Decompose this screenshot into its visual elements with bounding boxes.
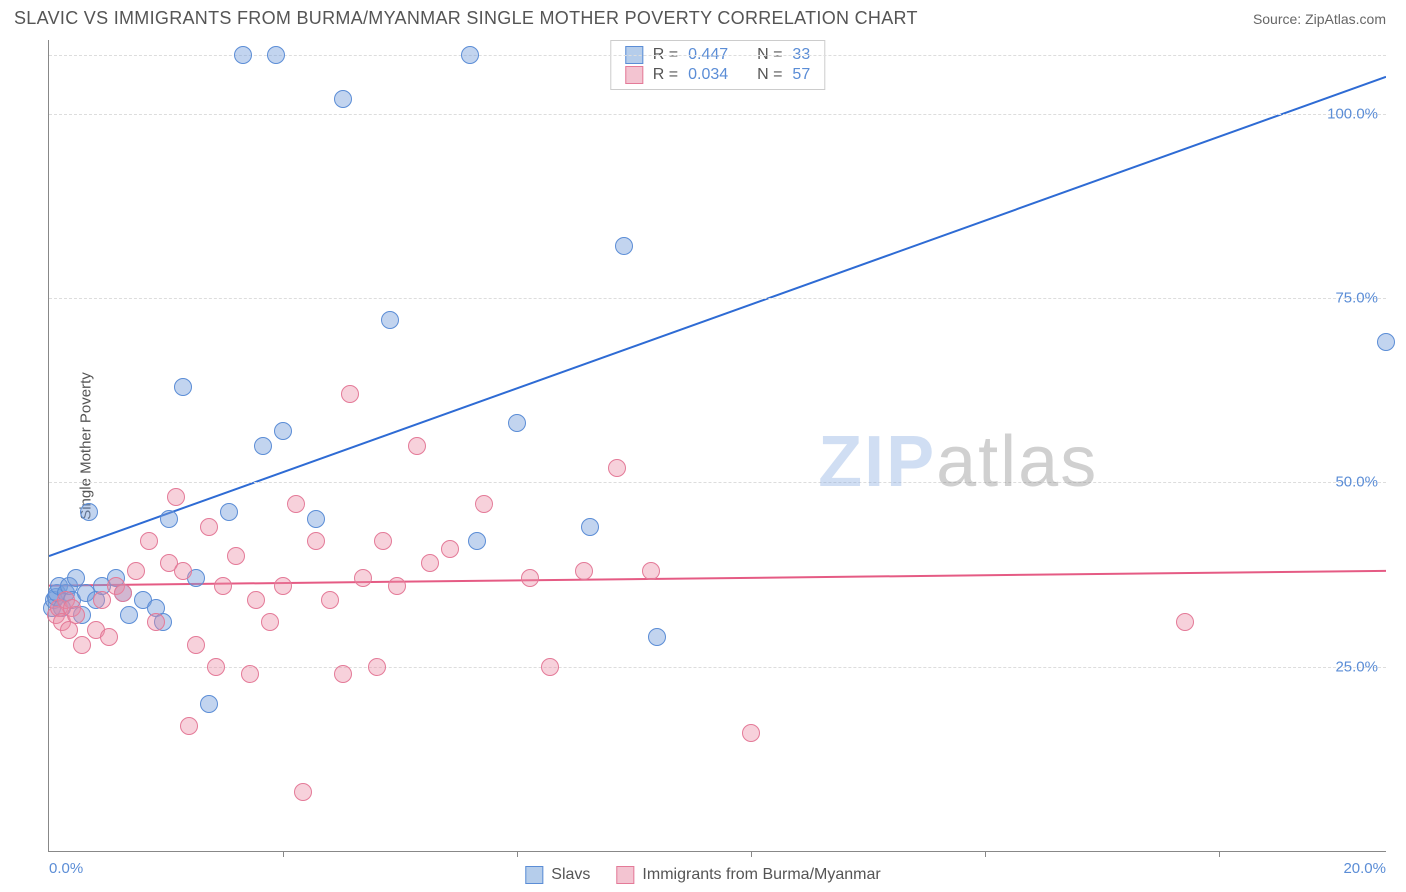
data-point [214,577,232,595]
data-point [100,628,118,646]
x-tick-label: 20.0% [1343,860,1386,877]
data-point [227,547,245,565]
data-point [140,532,158,550]
data-point [341,385,359,403]
data-point [93,591,111,609]
gridline [49,298,1386,299]
data-point [541,658,559,676]
chart-plot-area: R =0.447 N =33R =0.034 N =57 25.0% 50.0% 7… [48,40,1386,852]
data-point [120,606,138,624]
data-point [388,577,406,595]
data-point [220,503,238,521]
data-point [581,518,599,536]
data-point [180,717,198,735]
data-point [508,414,526,432]
watermark: ZIPatlas [818,421,1098,503]
n-value: 57 [792,66,810,84]
data-point [147,613,165,631]
legend-label: Immigrants from Burma/Myanmar [642,866,880,884]
data-point [274,422,292,440]
data-point [334,90,352,108]
data-point [267,46,285,64]
data-point [441,540,459,558]
data-point [200,518,218,536]
data-point [114,584,132,602]
x-tick-mark [517,851,518,857]
trend-line [49,571,1386,586]
x-tick-mark [283,851,284,857]
data-point [1377,333,1395,351]
x-tick-label: 0.0% [49,860,83,877]
data-point [254,437,272,455]
y-tick-label: 25.0% [1335,658,1378,675]
r-value: 0.034 [688,66,728,84]
data-point [381,311,399,329]
data-point [174,378,192,396]
legend-swatch [625,66,643,84]
gridline [49,114,1386,115]
x-tick-mark [751,851,752,857]
data-point [247,591,265,609]
data-point [461,46,479,64]
data-point [80,503,98,521]
data-point [241,665,259,683]
x-tick-mark [985,851,986,857]
data-point [1176,613,1194,631]
legend-label: Slavs [551,866,590,884]
data-point [167,488,185,506]
data-point [274,577,292,595]
legend-item: Immigrants from Burma/Myanmar [616,866,880,884]
data-point [374,532,392,550]
data-point [287,495,305,513]
y-tick-label: 75.0% [1335,290,1378,307]
data-point [200,695,218,713]
data-point [261,613,279,631]
data-point [127,562,145,580]
legend-swatch [525,866,543,884]
data-point [421,554,439,572]
series-legend: Slavs Immigrants from Burma/Myanmar [525,866,880,884]
data-point [742,724,760,742]
data-point [294,783,312,801]
data-point [334,665,352,683]
correlation-legend: R =0.447 N =33R =0.034 N =57 [610,40,825,90]
legend-swatch [616,866,634,884]
trend-lines [49,40,1386,851]
chart-source: Source: ZipAtlas.com [1253,11,1386,27]
data-point [321,591,339,609]
data-point [608,459,626,477]
data-point [468,532,486,550]
data-point [73,636,91,654]
data-point [615,237,633,255]
data-point [307,510,325,528]
data-point [307,532,325,550]
data-point [475,495,493,513]
data-point [408,437,426,455]
x-tick-mark [1219,851,1220,857]
data-point [234,46,252,64]
data-point [521,569,539,587]
legend-item: Slavs [525,866,590,884]
data-point [575,562,593,580]
data-point [354,569,372,587]
chart-title: SLAVIC VS IMMIGRANTS FROM BURMA/MYANMAR … [14,8,918,29]
gridline [49,482,1386,483]
data-point [207,658,225,676]
data-point [642,562,660,580]
data-point [67,606,85,624]
data-point [648,628,666,646]
data-point [368,658,386,676]
trend-line [49,77,1386,556]
legend-row: R =0.034 N =57 [625,65,810,85]
y-tick-label: 100.0% [1327,105,1378,122]
y-tick-label: 50.0% [1335,474,1378,491]
chart-header: SLAVIC VS IMMIGRANTS FROM BURMA/MYANMAR … [0,0,1406,33]
data-point [160,510,178,528]
data-point [187,636,205,654]
data-point [174,562,192,580]
